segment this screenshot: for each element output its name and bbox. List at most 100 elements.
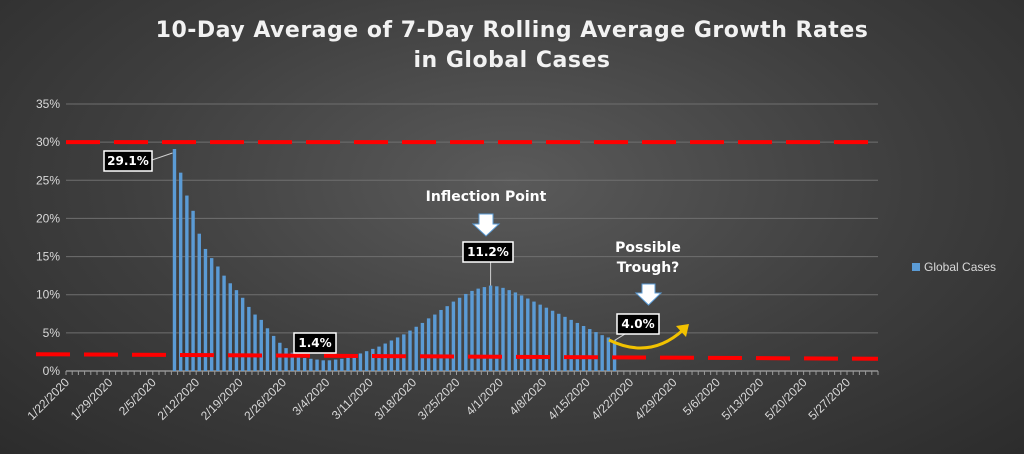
bar-global-cases [594,332,598,371]
x-tick-label: 4/22/2020 [589,375,637,423]
peak-leader-line [151,152,173,161]
bar-global-cases [433,314,437,371]
callout-peak-value-box [103,150,153,172]
bar-global-cases [333,359,338,371]
bar-global-cases [569,319,573,371]
y-tick-label: 15% [36,250,60,264]
bar-global-cases [364,351,369,371]
bar-global-cases [315,359,319,371]
legend-label-global-cases: Global Cases [924,260,996,274]
bar-global-cases [222,275,226,371]
x-tick-label: 3/25/2020 [415,375,463,423]
possible-trough-label-line-2: Trough? [617,260,680,276]
x-tick-label: 5/6/2020 [680,375,723,418]
bar-global-cases [575,322,580,371]
curved-uptrend-arrowhead-icon [676,324,689,337]
bar-global-cases [476,288,480,371]
chart-title-line-1: 10-Day Average of 7-Day Rolling Average … [155,18,869,43]
bar-global-cases [234,290,239,371]
bar-global-cases [327,360,332,371]
bar-global-cases [563,316,567,371]
bar-global-cases [240,297,245,371]
bar-global-cases [519,295,524,371]
bar-global-cases [532,301,536,371]
bar-global-cases [352,355,356,371]
bar-global-cases [538,304,542,371]
bar-global-cases [402,334,406,371]
y-tick-label: 5% [43,326,61,340]
bar-global-cases [377,346,381,371]
x-tick-label: 4/15/2020 [545,375,593,423]
x-tick-label: 4/29/2020 [632,375,680,423]
bar-global-cases [185,195,189,371]
y-tick-label: 0% [43,364,61,378]
bar-global-cases [203,248,208,371]
y-tick-label: 20% [36,211,60,225]
x-tick-label: 2/26/2020 [241,375,289,423]
x-tick-label: 1/22/2020 [24,375,72,423]
bar-global-cases [253,314,257,371]
bar-global-cases [346,357,350,371]
x-tick-label: 4/8/2020 [506,375,549,418]
x-tick-label: 2/12/2020 [155,375,203,423]
reference-line-trough [35,352,879,361]
bar-global-cases [284,348,288,371]
chart-title-line-2: in Global Cases [413,48,611,73]
bar-global-cases [426,318,431,371]
x-tick-label: 5/13/2020 [719,375,767,423]
bar-global-cases [482,287,487,371]
bar-global-cases [600,335,604,371]
bar-global-cases [321,360,325,371]
curved-uptrend-arrow-icon [608,328,685,350]
bar-global-cases [371,348,375,371]
x-tick-label: 3/18/2020 [372,375,420,423]
bar-global-cases [606,337,611,371]
y-tick-label: 25% [36,173,60,187]
bar-global-cases [544,307,549,371]
bar-global-cases [209,258,214,371]
callout-inflection-value-box [462,241,514,263]
y-tick-label: 30% [36,135,60,149]
bar-global-cases [507,290,511,371]
legend-swatch-global-cases [912,263,920,271]
bar-global-cases [309,358,313,371]
bar-global-cases [550,310,555,371]
inflection-down-arrow-icon [471,213,501,237]
bar-global-cases [247,306,251,371]
bar-global-cases [271,335,276,371]
x-tick-label: 3/4/2020 [290,375,333,418]
x-tick-label: 2/19/2020 [198,375,246,423]
bar-global-cases [470,290,474,371]
bar-global-cases [340,358,344,371]
bar-global-cases [178,172,183,371]
callout-trough-value: 1.4% [298,336,331,350]
bar-global-cases [408,330,412,371]
bar-global-cases [197,233,201,371]
x-tick-label: 3/11/2020 [329,375,376,422]
bar-global-cases [581,325,586,371]
bar-global-cases [526,298,530,371]
bar-global-cases [445,306,449,371]
bar-global-cases [420,322,425,371]
bar-global-cases [216,266,220,371]
possible-trough-label-line-1: Possible [615,240,681,256]
y-tick-label: 35% [36,97,60,111]
bar-global-cases [495,286,499,371]
bar-global-cases [464,293,468,371]
bar-global-cases [228,283,232,371]
callout-peak-value: 29.1% [107,154,149,168]
chart-title: 10-Day Average of 7-Day Rolling Average … [0,16,1024,76]
trough-down-arrow-icon [634,283,663,306]
bar-global-cases [265,328,270,371]
bar-global-cases [259,319,263,371]
callout-trough-value-box [293,332,337,354]
callout-inflection-value: 11.2% [467,245,509,259]
callout-latest-value-box [616,313,660,335]
bar-global-cases [439,309,443,371]
bar-global-cases [172,149,177,371]
bar-global-cases [457,297,462,371]
y-tick-label: 10% [36,288,60,302]
bar-global-cases [296,355,301,371]
inflection-point-label: Inflection Point [426,189,547,205]
